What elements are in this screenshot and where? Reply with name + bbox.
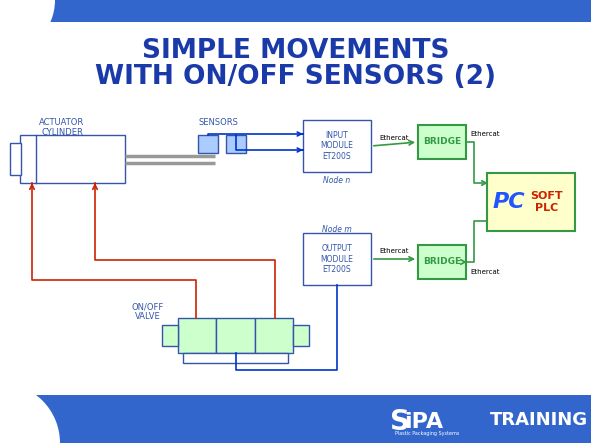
Bar (303, 233, 371, 285)
Bar (303, 120, 371, 172)
Text: ON/OFF
VALVE: ON/OFF VALVE (132, 302, 164, 322)
Bar (255, 318, 293, 353)
Bar (216, 318, 255, 353)
Text: WITH ON/OFF SENSORS (2): WITH ON/OFF SENSORS (2) (95, 64, 496, 90)
Text: Node m: Node m (322, 225, 352, 234)
Circle shape (0, 383, 60, 443)
Text: Ethercat: Ethercat (470, 269, 499, 275)
Text: SOFT
PLC: SOFT PLC (531, 191, 563, 213)
Bar (0, 0, 591, 22)
Text: ACTUATOR
CYLINDER: ACTUATOR CYLINDER (40, 118, 85, 137)
Text: Ethercat: Ethercat (380, 248, 409, 254)
Text: OUTPUT
MODULE
ET200S: OUTPUT MODULE ET200S (320, 244, 353, 274)
Bar (418, 245, 466, 279)
Text: Plastic Packaging Systems: Plastic Packaging Systems (395, 431, 459, 436)
Bar (487, 173, 575, 231)
Text: Ethercat: Ethercat (380, 135, 409, 141)
Bar (418, 125, 466, 159)
Text: BRIDGE: BRIDGE (423, 137, 461, 147)
Bar (198, 135, 218, 153)
Text: PC: PC (493, 192, 525, 212)
Text: Ethercat: Ethercat (470, 131, 499, 137)
Text: INPUT
MODULE
ET200S: INPUT MODULE ET200S (320, 131, 353, 161)
Bar (162, 325, 178, 346)
Circle shape (0, 0, 55, 55)
Text: iPA: iPA (404, 412, 443, 432)
Bar (10, 143, 21, 175)
Bar (178, 318, 216, 353)
Text: BRIDGE: BRIDGE (423, 257, 461, 267)
Text: Node n: Node n (323, 176, 350, 185)
Bar (183, 353, 288, 363)
Bar (293, 325, 309, 346)
Text: SIMPLE MOVEMENTS: SIMPLE MOVEMENTS (142, 38, 449, 64)
Bar (226, 135, 246, 153)
Text: S: S (390, 408, 410, 436)
Text: TRAINING: TRAINING (490, 411, 588, 429)
Bar (20, 135, 125, 183)
Bar (0, 395, 591, 443)
Text: SENSORS: SENSORS (198, 118, 238, 127)
